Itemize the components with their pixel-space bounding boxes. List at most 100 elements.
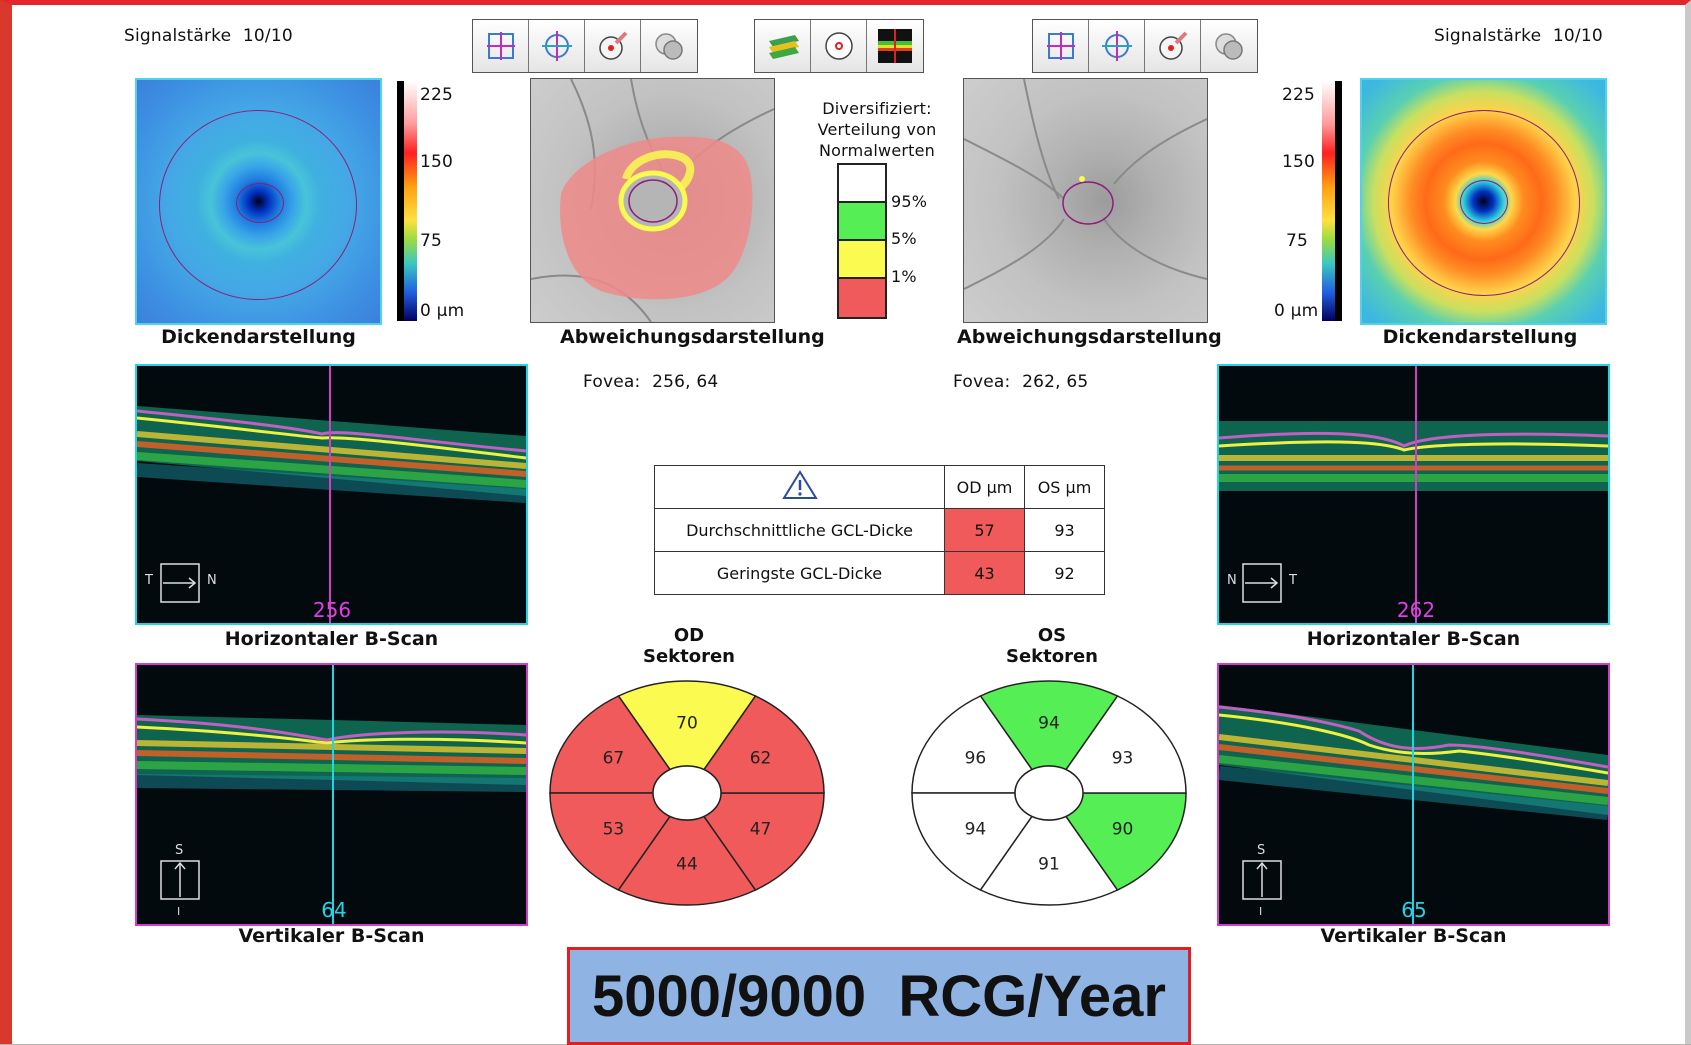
scan-position-value: 256 [312, 598, 352, 622]
scan-position-value: 262 [1396, 598, 1436, 622]
table-row: Durchschnittliche GCL-Dicke 57 93 [654, 508, 1105, 552]
left-thickness-caption: Dickendarstellung [161, 326, 356, 348]
os-sector-chart: 94 96 94 91 90 93 [911, 680, 1187, 906]
os-sectors-title: OS Sektoren [992, 625, 1112, 667]
signal-label: Signalstärke [1434, 26, 1542, 46]
fovea-label: Fovea: [583, 372, 641, 392]
left-vertical-bscan[interactable]: S I 64 [135, 663, 528, 926]
row-label: Geringste GCL-Dicke [654, 551, 945, 595]
scale-tick: 0 µm [1274, 301, 1319, 321]
sector-subtitle: Sektoren [1005, 646, 1098, 667]
scale-tick: 225 [1282, 85, 1316, 105]
orientation-right: T [1289, 573, 1297, 588]
signal-label: Signalstärke [124, 26, 232, 46]
left-vscan-caption: Vertikaler B-Scan [238, 925, 425, 947]
legend-title-line: Verteilung von [817, 120, 937, 139]
sector-value-inferior: 91 [1038, 855, 1060, 875]
warning-icon [781, 470, 818, 499]
measurement-ellipse [1388, 110, 1580, 296]
table-header-row: OD µm OS µm [654, 465, 1105, 509]
bscan-icon[interactable] [867, 20, 923, 72]
sector-value-inferonasal: 90 [1112, 819, 1134, 839]
orientation-right: N [207, 573, 217, 588]
banner-text: 5000/9000 RCG/Year [592, 963, 1166, 1029]
crosshair-icon[interactable] [1089, 20, 1145, 72]
sector-value-inferonasal: 47 [750, 819, 772, 839]
scan-position-value: 64 [321, 898, 347, 922]
od-value: 57 [944, 508, 1025, 552]
gcl-thickness-table: OD µm OS µm Durchschnittliche GCL-Dicke … [654, 465, 1105, 595]
scale-tick: 75 [420, 231, 443, 251]
sector-value-superior: 94 [1038, 713, 1060, 733]
overlay-icon[interactable] [1201, 20, 1257, 72]
orientation-top: S [1257, 843, 1266, 858]
grid-icon[interactable] [1033, 20, 1089, 72]
sector-value-inferotemporal: 53 [603, 819, 625, 839]
left-toolbar [472, 19, 698, 73]
left-horizontal-bscan[interactable]: T N 256 [135, 364, 528, 625]
right-vertical-bscan[interactable]: S I 65 [1217, 663, 1610, 926]
orientation-bottom: I [177, 905, 181, 918]
circle-target-icon[interactable] [811, 20, 867, 72]
fovea-value: 256, 64 [652, 372, 719, 392]
layers-icon[interactable] [755, 20, 811, 72]
left-hscan-caption: Horizontaler B-Scan [224, 628, 439, 650]
fovea-value: 262, 65 [1022, 372, 1089, 392]
right-scale-bar [1335, 81, 1342, 321]
grid-icon[interactable] [473, 20, 529, 72]
sector-value-superotemporal: 67 [603, 749, 625, 769]
sector-subtitle: Sektoren [642, 646, 735, 667]
center-toolbar [754, 19, 924, 73]
od-sector-chart: 70 67 53 44 47 62 [549, 680, 825, 906]
right-hscan-caption: Horizontaler B-Scan [1306, 628, 1521, 650]
right-deviation-caption: Abweichungsdarstellung [957, 326, 1222, 348]
fovea-ellipse [236, 183, 284, 223]
measurement-ellipse [159, 110, 357, 300]
scan-position-line[interactable] [329, 366, 331, 623]
sector-value-superonasal: 62 [750, 749, 772, 769]
signal-value: 10/10 [1552, 26, 1603, 46]
legend-label-95: 95% [891, 192, 928, 211]
overlay-icon[interactable] [641, 20, 697, 72]
scan-position-line[interactable] [1415, 366, 1417, 623]
signal-value: 10/10 [242, 26, 293, 46]
target-icon[interactable] [1145, 20, 1201, 72]
orientation-left: T [145, 573, 153, 588]
sector-eye-label: OD [673, 625, 705, 646]
od-value: 43 [944, 551, 1025, 595]
warning-cell [654, 465, 945, 509]
os-value: 92 [1024, 551, 1105, 595]
row-label: Durchschnittliche GCL-Dicke [654, 508, 945, 552]
right-horizontal-bscan[interactable]: N T 262 [1217, 364, 1610, 625]
column-header-os: OS µm [1024, 465, 1105, 509]
table-row: Geringste GCL-Dicke 43 92 [654, 551, 1105, 595]
right-fovea-readout: Fovea: 262, 65 [953, 372, 1088, 392]
orientation-left: N [1227, 573, 1237, 588]
right-signal-strength: Signalstärke 10/10 [1434, 26, 1603, 46]
right-thickness-map [1360, 78, 1607, 325]
left-thickness-map [135, 78, 382, 325]
normative-legend [837, 163, 887, 319]
sector-value-superonasal: 93 [1112, 749, 1134, 769]
od-sectors-title: OD Sektoren [629, 625, 749, 667]
sector-value-superior: 70 [676, 713, 698, 733]
target-icon[interactable] [585, 20, 641, 72]
scan-position-line[interactable] [1412, 665, 1414, 924]
orientation-top: S [175, 843, 184, 858]
sector-value-inferotemporal: 94 [965, 819, 987, 839]
sector-center [1014, 765, 1084, 821]
banner: 5000/9000 RCG/Year [567, 947, 1191, 1045]
scan-position-line[interactable] [332, 665, 334, 924]
legend-title-line: Diversifiziert: [822, 99, 932, 118]
legend-title: Diversifiziert: Verteilung von Normalwer… [817, 98, 937, 161]
sector-center [652, 765, 722, 821]
scale-tick: 225 [420, 85, 454, 105]
scale-tick: 75 [1286, 231, 1309, 251]
legend-label-1: 1% [891, 267, 917, 286]
left-scale-bar [397, 81, 404, 321]
legend-white-band [839, 165, 885, 203]
legend-title-line: Normalwerten [818, 141, 936, 160]
fovea-ellipse [1460, 180, 1508, 224]
crosshair-icon[interactable] [529, 20, 585, 72]
